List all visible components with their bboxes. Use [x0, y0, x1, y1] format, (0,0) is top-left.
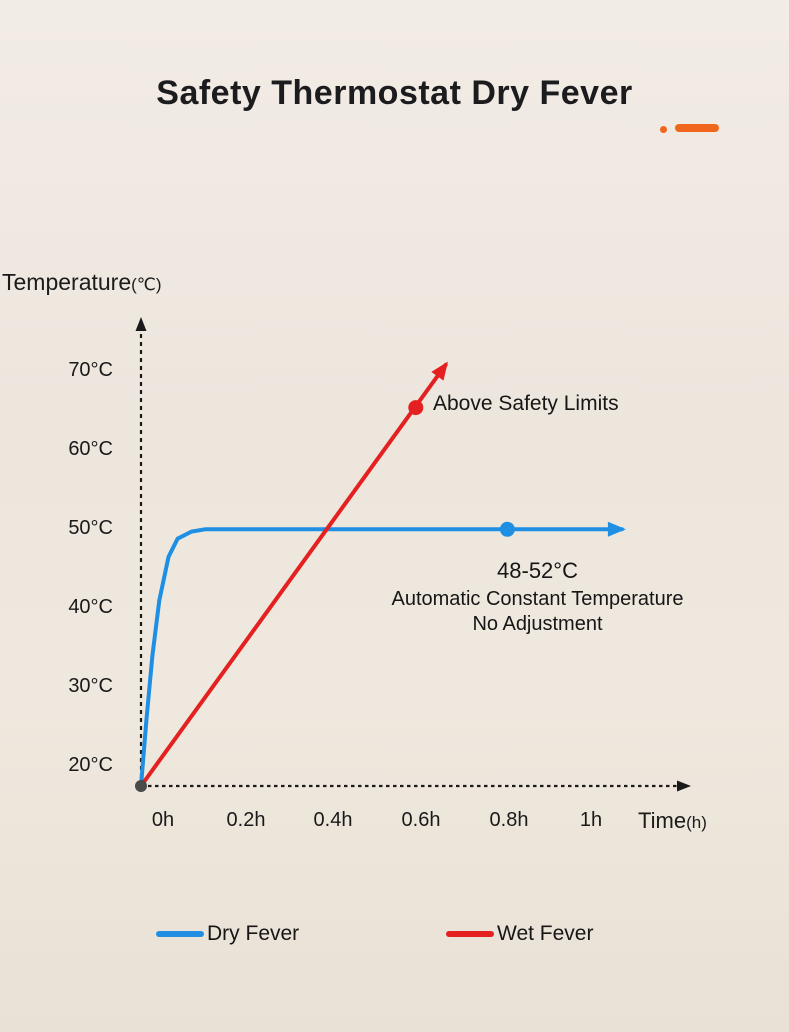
annotation-line-1: Automatic Constant Temperature — [391, 588, 684, 610]
y-axis-label-text: Temperature — [2, 269, 132, 295]
x-axis-arrow-icon — [677, 780, 691, 792]
y-axis-label: Temperature(℃) — [2, 269, 162, 296]
annotation-line-2: No Adjustment — [472, 613, 603, 635]
legend-item-wet-fever: Wet Fever — [446, 922, 593, 946]
annotation-temp-range: 48-52°C — [497, 558, 578, 583]
dry-fever-marker-dot — [499, 521, 515, 537]
x-axis-unit: (h) — [686, 813, 707, 832]
dry-fever-line — [139, 527, 624, 788]
annotation-constant-temperature: 48-52°C Automatic Constant Temperature N… — [350, 558, 725, 637]
y-tick-30: 30°C — [68, 675, 113, 697]
dry-fever-arrow-icon — [607, 521, 626, 537]
y-tick-70: 70°C — [68, 359, 113, 381]
x-tick-08h: 0.8h — [489, 809, 529, 831]
y-tick-50: 50°C — [68, 517, 113, 539]
x-tick-0h: 0h — [151, 809, 175, 831]
legend-label-wet-fever: Wet Fever — [497, 922, 594, 945]
title-accent-dot-icon — [660, 126, 667, 133]
wet-fever-line — [139, 362, 448, 788]
y-axis-arrow-icon — [135, 317, 147, 331]
x-axis-label-text: Time — [638, 808, 687, 833]
legend-label-dry-fever: Dry Fever — [207, 922, 300, 945]
y-tick-20: 20°C — [68, 754, 113, 776]
origin-dot — [135, 780, 147, 792]
x-tick-04h: 0.4h — [313, 809, 353, 831]
title-accent-bar-icon — [675, 124, 719, 132]
wet-fever-line-swatch-icon — [446, 931, 494, 937]
x-tick-02h: 0.2h — [226, 809, 266, 831]
annotation-above-safety-limits: Above Safety Limits — [433, 392, 619, 415]
wet-fever-marker-dot — [408, 400, 424, 416]
y-tick-40: 40°C — [68, 596, 113, 618]
legend-item-dry-fever: Dry Fever — [156, 922, 299, 946]
y-axis-unit: (℃) — [131, 275, 162, 294]
page-title: Safety Thermostat Dry Fever — [156, 74, 633, 112]
wet-fever-arrow-icon — [431, 361, 448, 381]
x-axis-label: Time(h) — [638, 808, 707, 834]
x-tick-06h: 0.6h — [401, 809, 441, 831]
y-tick-60: 60°C — [68, 438, 113, 460]
dry-fever-line-swatch-icon — [156, 931, 204, 937]
x-tick-1h: 1h — [579, 809, 603, 831]
